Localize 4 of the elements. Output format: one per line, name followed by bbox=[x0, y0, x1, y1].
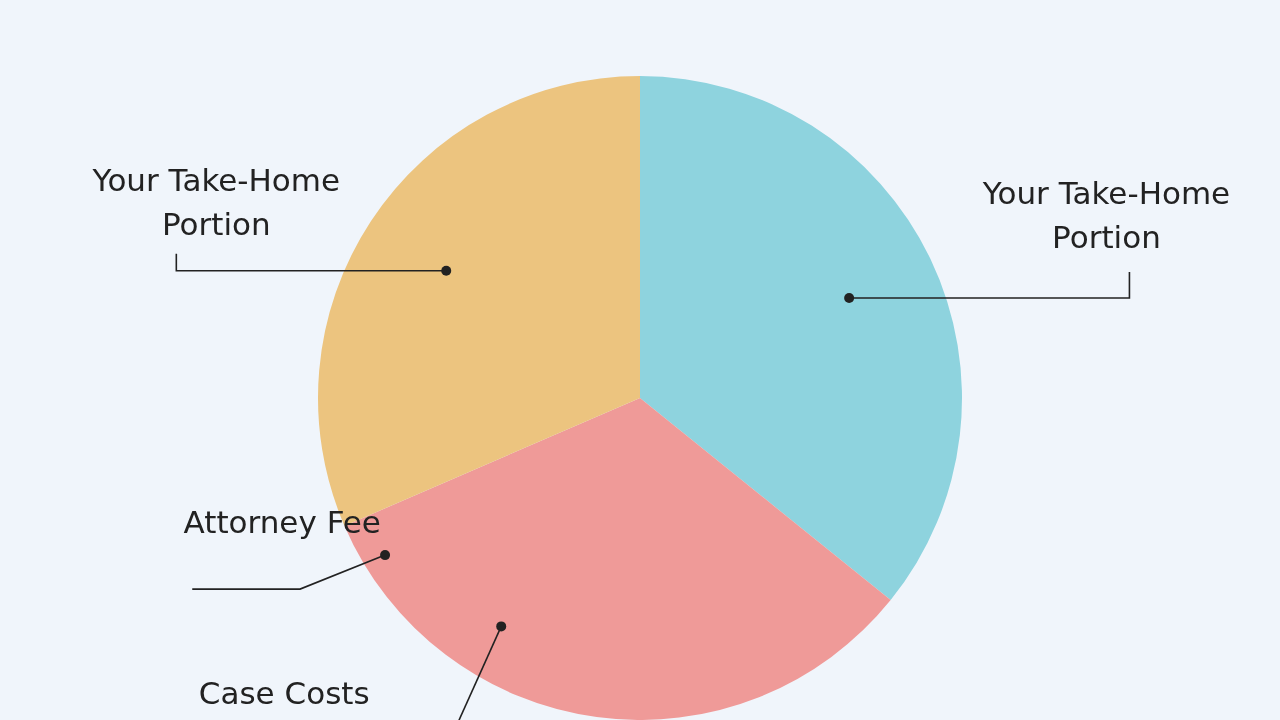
text: Case Costs bbox=[198, 675, 370, 712]
slice-label: Your Take-Home Portion bbox=[981, 175, 1231, 256]
slice-label: Attorney Fee bbox=[183, 504, 381, 541]
slice-label: Your Take-Home Portion bbox=[91, 161, 341, 242]
